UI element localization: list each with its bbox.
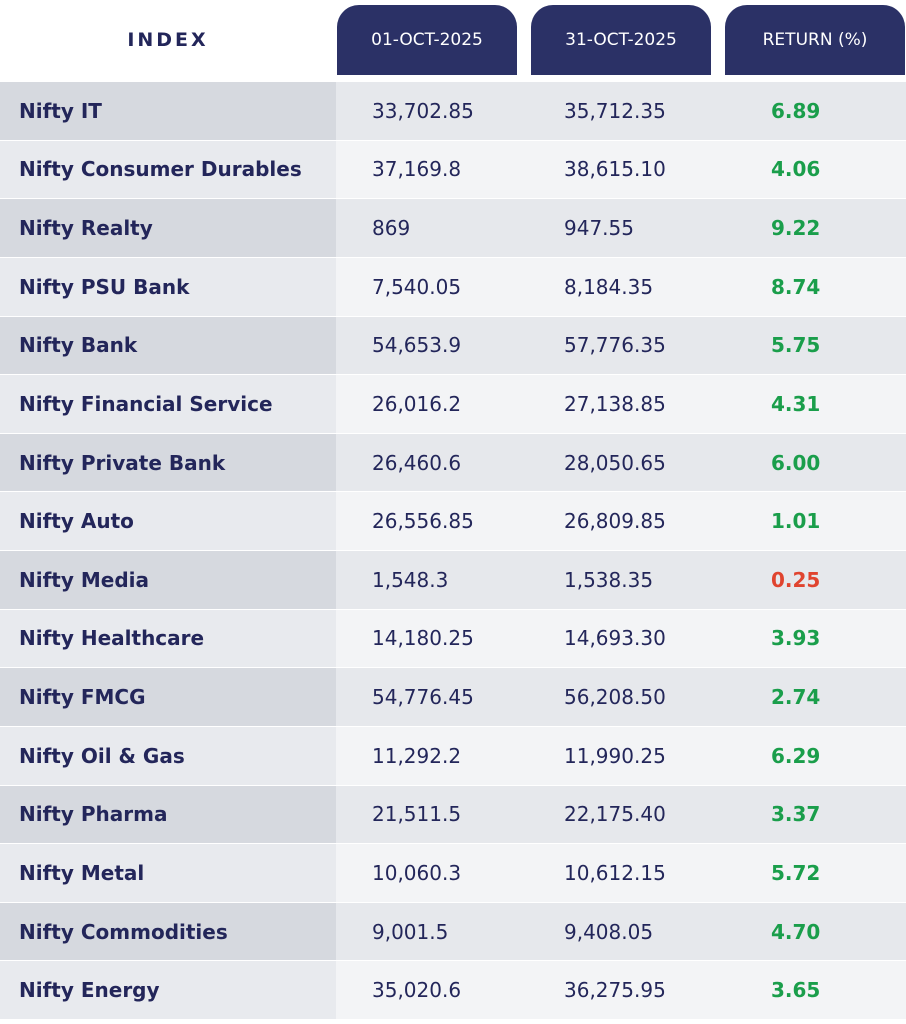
price-value: 27,138.85	[526, 375, 716, 433]
table-row: Nifty Healthcare 14,180.25 14,693.30 3.93	[0, 609, 906, 668]
table-row: Nifty Media 1,548.3 1,538.35 0.25	[0, 551, 906, 609]
price-value: 26,809.85	[526, 492, 716, 550]
price-value: 57,776.35	[526, 316, 716, 375]
index-name: Nifty IT	[0, 82, 336, 140]
table-row: Nifty Realty 869 947.55 9.22	[0, 199, 906, 257]
price-value: 54,776.45	[336, 668, 526, 726]
index-name: Nifty Private Bank	[0, 433, 336, 492]
index-name: Nifty Commodities	[0, 902, 336, 961]
price-value: 11,292.2	[336, 726, 526, 785]
price-value: 7,540.05	[336, 257, 526, 316]
table-row: Nifty Private Bank 26,460.6 28,050.65 6.00	[0, 433, 906, 492]
index-name: Nifty Realty	[0, 199, 336, 257]
price-value: 869	[336, 199, 526, 257]
return-value: 4.31	[716, 375, 906, 433]
table-row: Nifty Pharma 21,511.5 22,175.40 3.37	[0, 785, 906, 844]
price-value: 33,702.85	[336, 82, 526, 140]
index-name: Nifty Consumer Durables	[0, 140, 336, 199]
return-value: 4.70	[716, 902, 906, 961]
price-value: 8,184.35	[526, 257, 716, 316]
table-row: Nifty Bank 54,653.9 57,776.35 5.75	[0, 316, 906, 375]
price-value: 10,612.15	[526, 844, 716, 902]
price-value: 35,020.6	[336, 961, 526, 1019]
return-value: 6.29	[716, 726, 906, 785]
index-name: Nifty Bank	[0, 316, 336, 375]
price-value: 1,548.3	[336, 551, 526, 609]
price-value: 28,050.65	[526, 433, 716, 492]
price-value: 37,169.8	[336, 140, 526, 199]
index-name: Nifty Metal	[0, 844, 336, 902]
price-value: 9,408.05	[526, 902, 716, 961]
return-value: 0.25	[716, 551, 906, 609]
price-value: 9,001.5	[336, 902, 526, 961]
index-name: Nifty Energy	[0, 961, 336, 1019]
price-value: 38,615.10	[526, 140, 716, 199]
header-cell: INDEX	[127, 29, 209, 51]
price-value: 21,511.5	[336, 785, 526, 844]
header-cell: 31-OCT-2025	[531, 5, 711, 75]
price-value: 36,275.95	[526, 961, 716, 1019]
price-value: 11,990.25	[526, 726, 716, 785]
price-value: 56,208.50	[526, 668, 716, 726]
index-name: Nifty Media	[0, 551, 336, 609]
return-value: 6.00	[716, 433, 906, 492]
table-row: Nifty IT 33,702.85 35,712.35 6.89	[0, 82, 906, 140]
return-value: 8.74	[716, 257, 906, 316]
table-row: Nifty Consumer Durables 37,169.8 38,615.10…	[0, 140, 906, 199]
price-value: 14,693.30	[526, 609, 716, 668]
return-value: 9.22	[716, 199, 906, 257]
return-value: 3.93	[716, 609, 906, 668]
price-value: 14,180.25	[336, 609, 526, 668]
index-name: Nifty Oil & Gas	[0, 726, 336, 785]
table-row: Nifty Oil & Gas 11,292.2 11,990.25 6.29	[0, 726, 906, 785]
price-value: 1,538.35	[526, 551, 716, 609]
table-row: Nifty Commodities 9,001.5 9,408.05 4.70	[0, 902, 906, 961]
index-name: Nifty Auto	[0, 492, 336, 550]
table-row: Nifty FMCG 54,776.45 56,208.50 2.74	[0, 668, 906, 726]
price-value: 26,460.6	[336, 433, 526, 492]
return-value: 5.75	[716, 316, 906, 375]
return-value: 3.37	[716, 785, 906, 844]
return-value: 4.06	[716, 140, 906, 199]
index-name: Nifty PSU Bank	[0, 257, 336, 316]
table-row: Nifty Financial Service 26,016.2 27,138.85…	[0, 375, 906, 433]
index-name: Nifty Healthcare	[0, 609, 336, 668]
price-value: 947.55	[526, 199, 716, 257]
header-cell: 01-OCT-2025	[337, 5, 517, 75]
price-value: 10,060.3	[336, 844, 526, 902]
return-value: 1.01	[716, 492, 906, 550]
return-value: 2.74	[716, 668, 906, 726]
table-row: Nifty Energy 35,020.6 36,275.95 3.65	[0, 961, 906, 1019]
index-name: Nifty Pharma	[0, 785, 336, 844]
index-name: Nifty FMCG	[0, 668, 336, 726]
price-value: 35,712.35	[526, 82, 716, 140]
price-value: 54,653.9	[336, 316, 526, 375]
price-value: 22,175.40	[526, 785, 716, 844]
price-value: 26,016.2	[336, 375, 526, 433]
table-row: Nifty Auto 26,556.85 26,809.85 1.01	[0, 492, 906, 550]
table-row: Nifty PSU Bank 7,540.05 8,184.35 8.74	[0, 257, 906, 316]
header-cell: RETURN (%)	[725, 5, 905, 75]
index-name: Nifty Financial Service	[0, 375, 336, 433]
price-value: 26,556.85	[336, 492, 526, 550]
return-value: 6.89	[716, 82, 906, 140]
return-value: 3.65	[716, 961, 906, 1019]
return-value: 5.72	[716, 844, 906, 902]
table-row: Nifty Metal 10,060.3 10,612.15 5.72	[0, 844, 906, 902]
